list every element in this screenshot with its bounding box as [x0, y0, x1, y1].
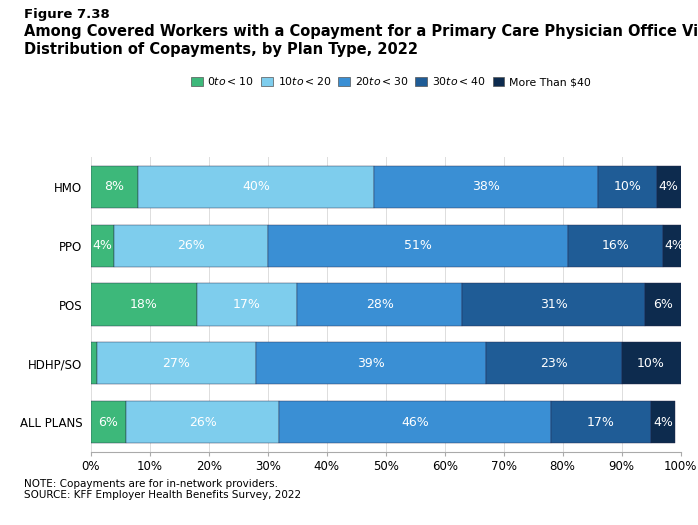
Text: 39%: 39%: [357, 357, 385, 370]
Text: 6%: 6%: [98, 416, 119, 428]
Text: 16%: 16%: [602, 239, 630, 252]
Text: 27%: 27%: [163, 357, 190, 370]
Bar: [91, 166, 138, 208]
Bar: [486, 342, 621, 384]
Text: 31%: 31%: [540, 298, 567, 311]
Text: 18%: 18%: [130, 298, 158, 311]
Text: 17%: 17%: [233, 298, 261, 311]
Text: 8%: 8%: [104, 181, 124, 193]
Text: 10%: 10%: [637, 357, 665, 370]
Text: 4%: 4%: [93, 239, 112, 252]
Bar: [551, 401, 651, 443]
Bar: [374, 166, 598, 208]
Bar: [91, 401, 126, 443]
Bar: [462, 284, 645, 326]
Bar: [256, 342, 486, 384]
Bar: [138, 166, 374, 208]
Text: Distribution of Copayments, by Plan Type, 2022: Distribution of Copayments, by Plan Type…: [24, 42, 418, 57]
Bar: [657, 166, 681, 208]
Bar: [598, 166, 657, 208]
Bar: [663, 225, 686, 267]
Text: SOURCE: KFF Employer Health Benefits Survey, 2022: SOURCE: KFF Employer Health Benefits Sur…: [24, 490, 302, 500]
Text: 40%: 40%: [242, 181, 270, 193]
Bar: [621, 342, 681, 384]
Text: 4%: 4%: [664, 239, 685, 252]
Text: 28%: 28%: [366, 298, 394, 311]
Bar: [568, 225, 663, 267]
Text: 6%: 6%: [653, 298, 673, 311]
Bar: [651, 401, 675, 443]
Bar: [96, 342, 256, 384]
Text: 51%: 51%: [404, 239, 432, 252]
Text: 26%: 26%: [177, 239, 205, 252]
Text: Among Covered Workers with a Copayment for a Primary Care Physician Office Visit: Among Covered Workers with a Copayment f…: [24, 24, 698, 39]
Bar: [197, 284, 297, 326]
Bar: [279, 401, 551, 443]
Text: 10%: 10%: [614, 181, 641, 193]
Bar: [645, 284, 681, 326]
Text: 38%: 38%: [472, 181, 500, 193]
Bar: [91, 225, 114, 267]
Text: 4%: 4%: [653, 416, 673, 428]
Text: NOTE: Copayments are for in-network providers.: NOTE: Copayments are for in-network prov…: [24, 479, 279, 489]
Text: 17%: 17%: [587, 416, 615, 428]
Bar: [126, 401, 279, 443]
Text: 26%: 26%: [189, 416, 216, 428]
Bar: [91, 284, 197, 326]
Text: 46%: 46%: [401, 416, 429, 428]
Bar: [114, 225, 267, 267]
Text: Figure 7.38: Figure 7.38: [24, 8, 110, 21]
Bar: [91, 342, 96, 384]
Bar: [267, 225, 568, 267]
Bar: [297, 284, 462, 326]
Legend: $0 to < $10, $10 to < $20, $20 to < $30, $30 to < $40, More Than $40: $0 to < $10, $10 to < $20, $20 to < $30,…: [187, 71, 595, 92]
Text: 23%: 23%: [540, 357, 567, 370]
Text: 4%: 4%: [659, 181, 678, 193]
